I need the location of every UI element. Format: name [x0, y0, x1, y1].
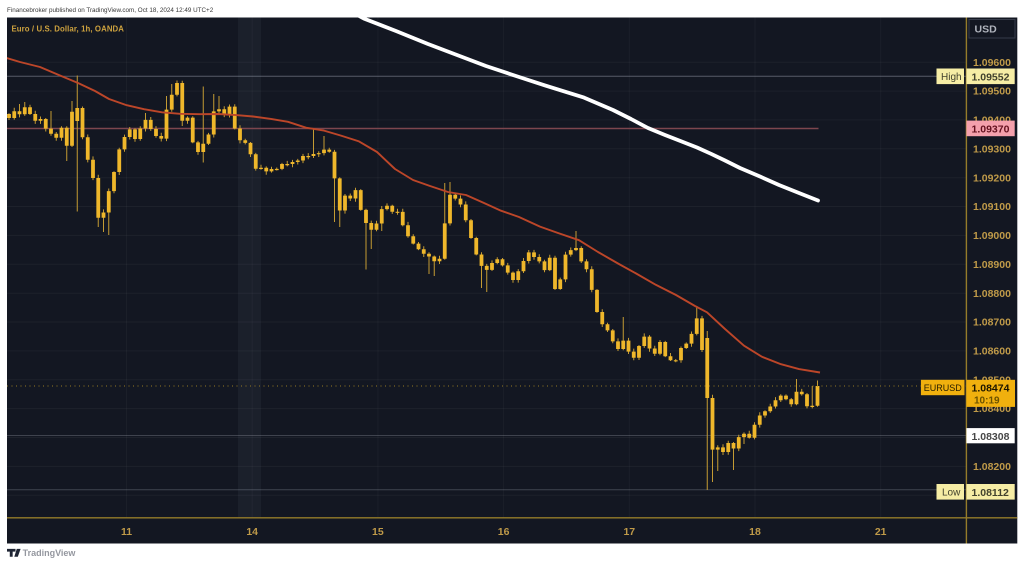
svg-text:1.08900: 1.08900 [973, 259, 1011, 271]
svg-text:Euro / U.S. Dollar, 1h, OANDA: Euro / U.S. Dollar, 1h, OANDA [12, 24, 125, 33]
svg-text:1.08800: 1.08800 [973, 288, 1011, 300]
svg-text:11: 11 [121, 526, 132, 538]
svg-text:17: 17 [623, 526, 635, 538]
svg-text:1.08600: 1.08600 [973, 346, 1011, 358]
svg-text:21: 21 [875, 526, 887, 538]
svg-text:USD: USD [975, 24, 998, 36]
svg-text:Low: Low [942, 488, 961, 499]
svg-text:10:19: 10:19 [974, 396, 1000, 407]
svg-text:1.09600: 1.09600 [973, 57, 1011, 69]
svg-text:18: 18 [749, 526, 761, 538]
svg-text:Financebroker published on Tra: Financebroker published on TradingView.c… [7, 7, 214, 14]
svg-text:1.08474: 1.08474 [972, 382, 1010, 394]
svg-text:1.09100: 1.09100 [973, 201, 1011, 213]
svg-text:TradingView: TradingView [23, 548, 77, 558]
svg-text:1.08308: 1.08308 [972, 431, 1010, 443]
svg-text:16: 16 [498, 526, 510, 538]
svg-text:1.09370: 1.09370 [972, 123, 1010, 135]
svg-text:1.08700: 1.08700 [973, 317, 1011, 329]
svg-text:14: 14 [246, 526, 258, 538]
svg-text:1.09552: 1.09552 [972, 71, 1010, 83]
svg-text:High: High [941, 72, 962, 83]
svg-text:1.08200: 1.08200 [973, 461, 1011, 473]
svg-text:1.09000: 1.09000 [973, 230, 1011, 242]
svg-text:1.09500: 1.09500 [973, 86, 1011, 98]
svg-text:1.08112: 1.08112 [972, 487, 1010, 499]
svg-text:EURUSD: EURUSD [924, 383, 963, 393]
svg-text:1.09300: 1.09300 [973, 143, 1011, 155]
svg-text:1.09200: 1.09200 [973, 172, 1011, 184]
svg-text:15: 15 [372, 526, 384, 538]
